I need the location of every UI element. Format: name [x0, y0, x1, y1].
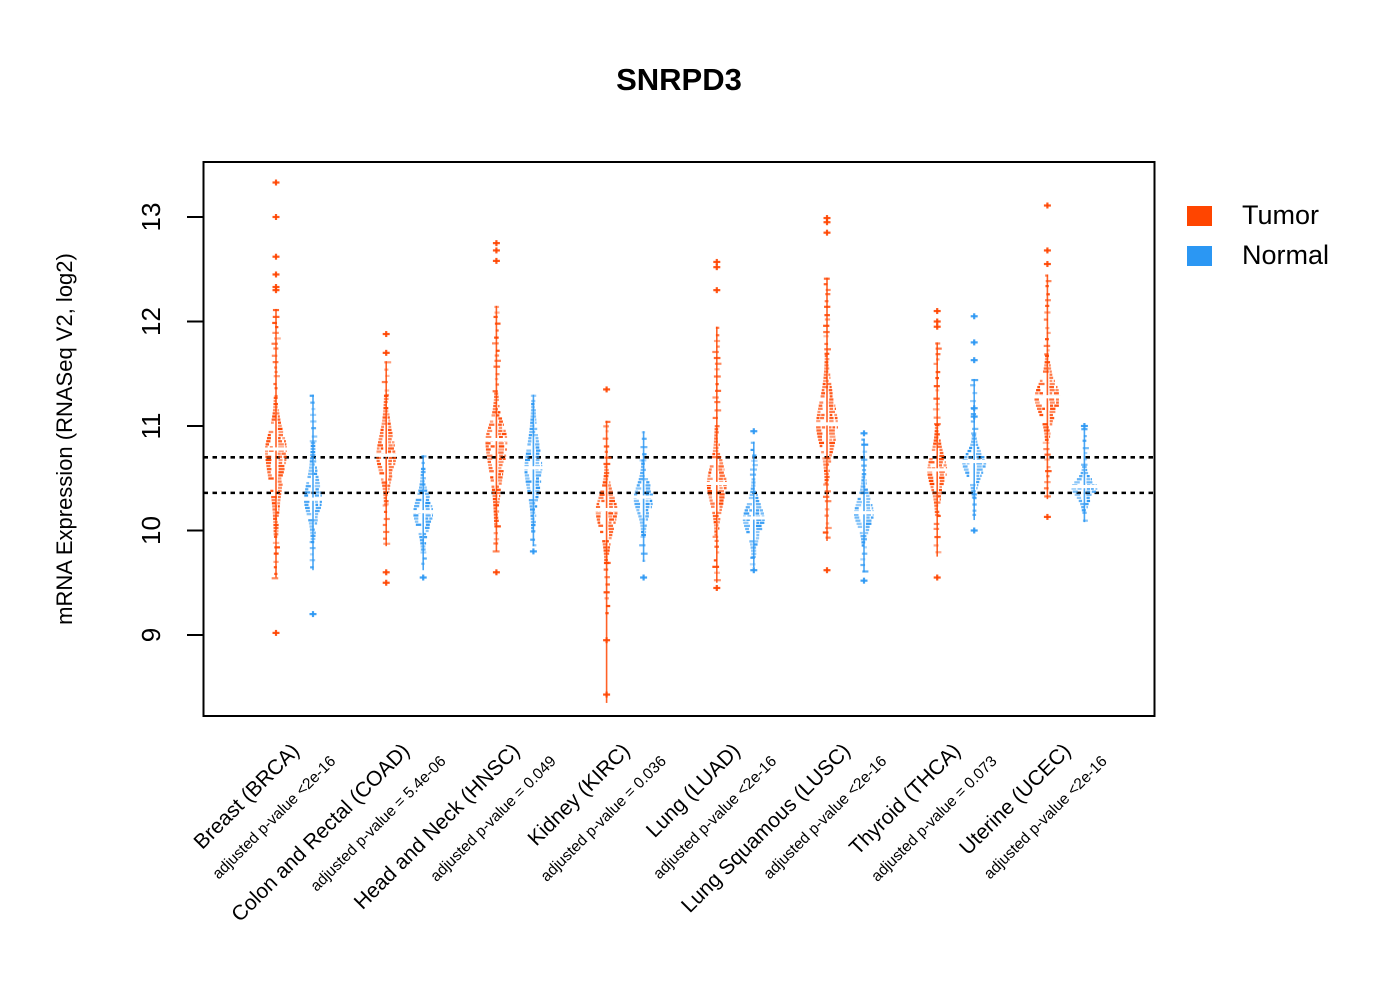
- y-tick-label: 10: [136, 516, 166, 545]
- legend-swatch-tumor: [1187, 206, 1212, 226]
- plot-border: [202, 161, 1156, 717]
- y-axis-label: mRNA Expression (RNASeq V2, log2): [52, 253, 77, 625]
- legend-label-normal: Normal: [1242, 240, 1329, 270]
- cluster-luad-normal: [740, 428, 768, 574]
- data-points-layer: [262, 179, 1100, 703]
- cluster-thca-normal: [959, 313, 989, 534]
- cluster-coad-normal: [410, 455, 436, 581]
- cluster-kirc-normal: [631, 431, 657, 581]
- legend-swatch-normal: [1187, 246, 1212, 266]
- axes-layer: 9 10 11 12 13: [136, 161, 1156, 717]
- legend: Tumor Normal: [1187, 200, 1329, 270]
- y-tick-label: 13: [136, 203, 166, 232]
- chart-title: SNRPD3: [616, 62, 742, 97]
- y-tick-label: 11: [136, 413, 166, 440]
- cluster-hnsc-normal: [521, 394, 545, 555]
- legend-label-tumor: Tumor: [1242, 200, 1319, 230]
- cluster-coad-tumor: [373, 331, 399, 586]
- cluster-brca-tumor: [262, 179, 290, 636]
- y-tick-label: 12: [136, 307, 166, 336]
- cluster-lusc-tumor: [813, 215, 841, 574]
- cluster-thca-tumor: [924, 308, 950, 581]
- x-axis-labels-layer: Breast (BRCA)adjusted p-value <2e-16Colo…: [190, 739, 1111, 926]
- y-tick-label: 9: [136, 628, 166, 642]
- cluster-brca-normal: [301, 394, 325, 618]
- cluster-kirc-tumor: [593, 386, 621, 703]
- cluster-luad-tumor: [704, 258, 730, 591]
- cluster-ucec-normal: [1068, 423, 1100, 523]
- cluster-hnsc-tumor: [482, 240, 510, 576]
- reference-lines-layer: [203, 456, 1155, 495]
- cluster-lusc-normal: [851, 430, 877, 584]
- cluster-ucec-tumor: [1031, 202, 1063, 520]
